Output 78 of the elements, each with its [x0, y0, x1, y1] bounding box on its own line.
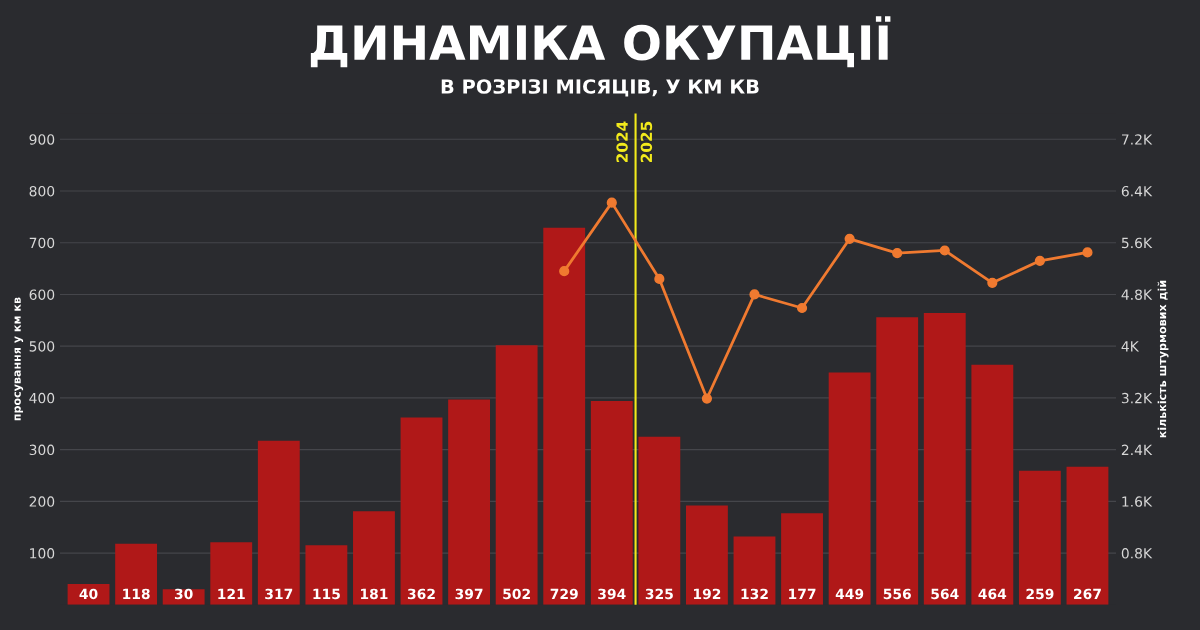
bar: [448, 399, 491, 605]
bar: [971, 364, 1014, 605]
data-label: 449: [835, 588, 864, 600]
bar: [781, 513, 823, 605]
annotation: 2024: [616, 121, 628, 163]
data-label: 177: [789, 588, 816, 599]
bar: [590, 401, 633, 605]
data-label: 556: [883, 588, 911, 600]
bar: [828, 372, 871, 605]
point: [606, 197, 617, 208]
point: [987, 277, 998, 288]
point: [701, 393, 713, 404]
bar: [305, 545, 348, 605]
y2-tick-label: 5.6K: [1121, 237, 1153, 249]
bar: [733, 536, 776, 605]
bar: [353, 511, 395, 605]
data-label: 362: [407, 588, 435, 600]
chart-title: ДИНАМІКА ОКУПАЦІЇ: [310, 16, 891, 68]
data-label: 121: [218, 588, 245, 599]
data-label: 317: [265, 588, 293, 600]
y-tick-label: 100: [30, 548, 55, 559]
point: [654, 273, 665, 285]
point: [892, 247, 903, 259]
annotation: 2025: [640, 121, 653, 163]
y-tick-label: 300: [29, 444, 55, 456]
point: [844, 233, 855, 244]
data-label: 118: [123, 588, 150, 600]
bar: [876, 317, 919, 605]
data-label: 729: [550, 588, 578, 600]
y2-tick-label: 0.8K: [1121, 548, 1153, 559]
chart-subtitle: В РОЗРІЗІ МІСЯЦІВ, У КМ КВ: [441, 79, 759, 97]
point: [939, 245, 950, 256]
y-tick-label: 500: [29, 341, 55, 352]
point: [559, 266, 570, 277]
y2-tick-label: 4K: [1121, 341, 1140, 352]
point: [1082, 247, 1093, 258]
data-label: 259: [1026, 588, 1054, 600]
data-label: 397: [455, 588, 483, 600]
point: [749, 289, 760, 300]
y-tick-label: 700: [29, 237, 55, 249]
data-label: 325: [645, 588, 673, 600]
data-label: 115: [313, 588, 340, 600]
bar: [257, 440, 300, 605]
y-tick-label: 800: [29, 185, 55, 197]
data-label: 40: [79, 588, 98, 600]
bar: [495, 345, 538, 605]
bar: [923, 313, 966, 605]
data-label: 30: [174, 588, 193, 600]
bar: [400, 417, 443, 605]
data-label: 181: [361, 588, 388, 600]
data-label: 464: [978, 588, 1007, 600]
y-tick-label: 400: [29, 392, 55, 404]
bar: [638, 436, 681, 605]
y2-axis-title: кількість штурмових дій: [1157, 280, 1169, 438]
y2-tick-label: 3.2K: [1121, 392, 1153, 404]
bar: [1066, 466, 1109, 605]
y2-tick-label: 6.4K: [1121, 185, 1153, 197]
data-label: 267: [1074, 588, 1101, 600]
bar: [543, 227, 586, 605]
data-label: 132: [741, 588, 768, 600]
y-tick-label: 900: [29, 134, 55, 145]
bar: [1018, 470, 1061, 605]
data-label: 564: [931, 588, 959, 600]
bar: [115, 543, 158, 605]
y-tick-label: 600: [29, 289, 55, 300]
y2-tick-label: 1.6K: [1122, 496, 1153, 507]
point: [1034, 255, 1045, 266]
data-label: 394: [598, 588, 626, 600]
point: [796, 302, 808, 314]
y-tick-label: 200: [29, 496, 55, 507]
y2-tick-label: 4.8K: [1121, 289, 1153, 300]
y2-tick-label: 2.4K: [1121, 444, 1153, 455]
bar: [210, 542, 253, 605]
bar: [685, 505, 728, 605]
y2-tick-label: 7.2K: [1122, 134, 1153, 145]
data-label: 502: [503, 588, 530, 600]
data-label: 192: [693, 588, 721, 600]
y-axis-title: просування у км кв: [14, 297, 24, 421]
